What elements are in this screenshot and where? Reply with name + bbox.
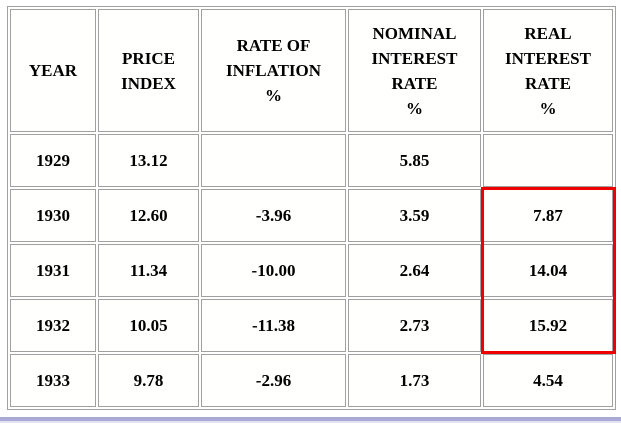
table-header-row: YEAR PRICE INDEX RATE OF INFLATION % NOM… — [10, 9, 613, 132]
cell-rate-of-inflation: -3.96 — [201, 189, 346, 242]
cell-real-interest-rate — [483, 134, 613, 187]
cell-price-index: 10.05 — [98, 299, 199, 352]
cell-year: 1933 — [10, 354, 96, 407]
cell-nominal-interest-rate: 1.73 — [348, 354, 481, 407]
cell-nominal-interest-rate: 2.64 — [348, 244, 481, 297]
window-bottom-edge-bar — [0, 417, 621, 423]
column-header-real-interest-rate: REAL INTEREST RATE % — [483, 9, 613, 132]
cell-year: 1931 — [10, 244, 96, 297]
cell-rate-of-inflation: -11.38 — [201, 299, 346, 352]
cell-real-interest-rate: 14.04 — [483, 244, 613, 297]
cell-real-interest-rate: 4.54 — [483, 354, 613, 407]
table-row-1933: 1933 9.78 -2.96 1.73 4.54 — [10, 354, 613, 407]
cell-rate-of-inflation: -2.96 — [201, 354, 346, 407]
cell-rate-of-inflation — [201, 134, 346, 187]
cell-price-index: 9.78 — [98, 354, 199, 407]
cell-price-index: 13.12 — [98, 134, 199, 187]
column-header-year: YEAR — [10, 9, 96, 132]
cell-real-interest-rate: 15.92 — [483, 299, 613, 352]
cell-nominal-interest-rate: 3.59 — [348, 189, 481, 242]
column-header-price-index: PRICE INDEX — [98, 9, 199, 132]
table-row-1929: 1929 13.12 5.85 — [10, 134, 613, 187]
column-header-nominal-interest-rate: NOMINAL INTEREST RATE % — [348, 9, 481, 132]
table-row-1930: 1930 12.60 -3.96 3.59 7.87 — [10, 189, 613, 242]
cell-rate-of-inflation: -10.00 — [201, 244, 346, 297]
cell-nominal-interest-rate: 5.85 — [348, 134, 481, 187]
cell-price-index: 11.34 — [98, 244, 199, 297]
column-header-rate-of-inflation: RATE OF INFLATION % — [201, 9, 346, 132]
table-row-1931: 1931 11.34 -10.00 2.64 14.04 — [10, 244, 613, 297]
cell-nominal-interest-rate: 2.73 — [348, 299, 481, 352]
cell-real-interest-rate: 7.87 — [483, 189, 613, 242]
cell-year: 1932 — [10, 299, 96, 352]
interest-rate-table: YEAR PRICE INDEX RATE OF INFLATION % NOM… — [7, 6, 616, 410]
cell-price-index: 12.60 — [98, 189, 199, 242]
table-row-1932: 1932 10.05 -11.38 2.73 15.92 — [10, 299, 613, 352]
cell-year: 1930 — [10, 189, 96, 242]
cell-year: 1929 — [10, 134, 96, 187]
